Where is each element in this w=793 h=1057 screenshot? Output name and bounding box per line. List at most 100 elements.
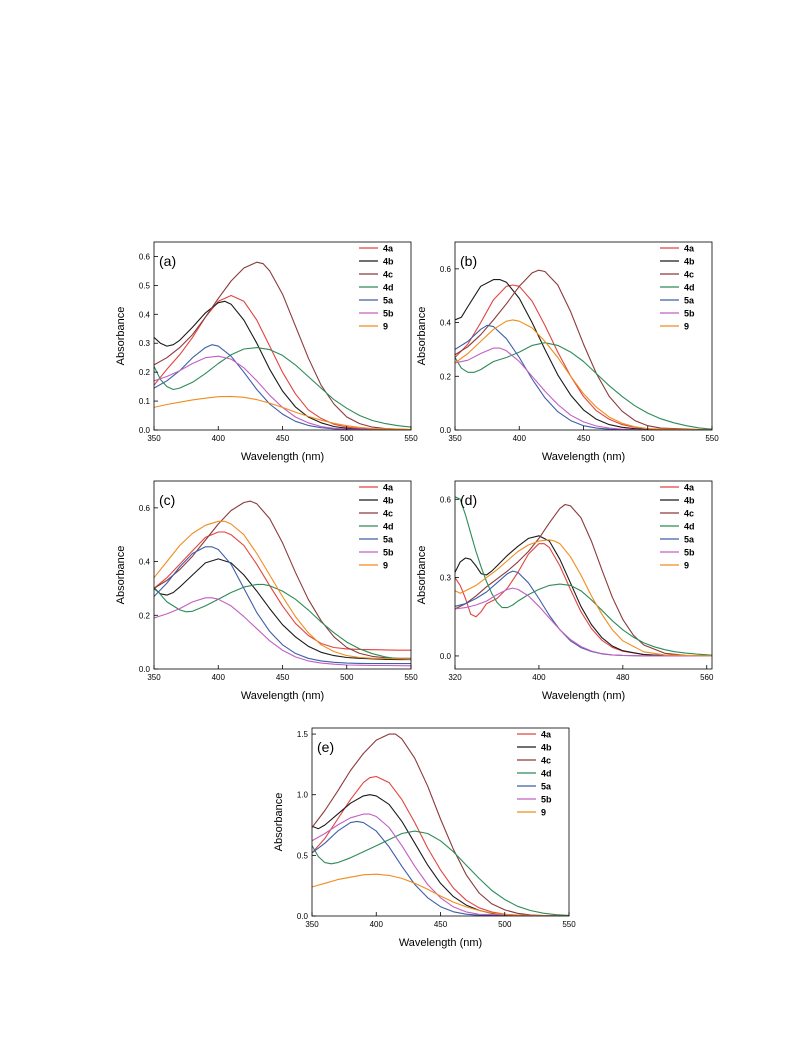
legend-label-4c: 4c bbox=[684, 509, 694, 519]
legend-label-4a: 4a bbox=[684, 483, 695, 493]
y-axis-title: Absorbance bbox=[115, 546, 127, 605]
series-line-5b bbox=[312, 813, 569, 916]
x-tick-label: 350 bbox=[305, 920, 319, 929]
series-line-5a bbox=[455, 324, 712, 430]
x-tick-label: 350 bbox=[147, 673, 161, 682]
legend-label-9: 9 bbox=[383, 322, 388, 332]
x-tick-label: 400 bbox=[212, 673, 226, 682]
x-tick-label: 550 bbox=[705, 434, 719, 443]
legend-label-4d: 4d bbox=[383, 283, 394, 293]
legend-label-4d: 4d bbox=[541, 769, 552, 779]
x-tick-label: 450 bbox=[434, 920, 448, 929]
legend-label-9: 9 bbox=[684, 322, 689, 332]
series-line-9 bbox=[154, 395, 411, 430]
series-line-5b bbox=[154, 355, 411, 430]
panel-label: (c) bbox=[159, 492, 175, 508]
legend-label-4a: 4a bbox=[383, 483, 394, 493]
y-axis-title: Absorbance bbox=[115, 307, 127, 366]
x-tick-label: 400 bbox=[532, 673, 546, 682]
series-line-4c bbox=[312, 733, 569, 916]
legend-label-4a: 4a bbox=[541, 730, 552, 740]
legend-label-4b: 4b bbox=[684, 257, 695, 267]
series-line-5b bbox=[455, 587, 712, 657]
series-line-4a bbox=[455, 543, 712, 657]
series-line-4a bbox=[154, 531, 411, 651]
chart-a-frame bbox=[153, 241, 412, 431]
series-line-9 bbox=[455, 539, 712, 657]
x-tick-label: 400 bbox=[370, 920, 384, 929]
y-tick-label: 0.0 bbox=[440, 652, 452, 661]
y-tick-label: 0.0 bbox=[139, 665, 151, 674]
legend-label-5b: 5b bbox=[684, 548, 695, 558]
x-axis-title: Wavelength (nm) bbox=[241, 451, 324, 463]
panel-label: (b) bbox=[460, 253, 477, 269]
series-line-4a bbox=[455, 284, 712, 430]
x-tick-label: 480 bbox=[616, 673, 630, 682]
panel-label: (d) bbox=[460, 492, 477, 508]
y-tick-label: 0.1 bbox=[139, 397, 151, 406]
x-axis-title: Wavelength (nm) bbox=[542, 690, 625, 702]
legend-label-4b: 4b bbox=[541, 743, 552, 753]
y-tick-label: 1.5 bbox=[297, 730, 309, 739]
x-tick-label: 400 bbox=[212, 434, 226, 443]
x-tick-label: 450 bbox=[276, 434, 290, 443]
series-line-4d bbox=[154, 583, 411, 661]
y-tick-label: 0.6 bbox=[440, 495, 452, 504]
y-tick-label: 0.4 bbox=[139, 310, 151, 319]
legend-label-4a: 4a bbox=[684, 244, 695, 254]
series-line-5a bbox=[154, 344, 411, 430]
x-tick-label: 350 bbox=[448, 434, 462, 443]
x-tick-label: 450 bbox=[276, 673, 290, 682]
chart-panel-b: 350 400 450 500 550 0.0 0.2 0.4 0.6 Wavelength (n… bbox=[413, 236, 729, 475]
legend-label-5b: 5b bbox=[383, 309, 394, 319]
legend-label-9: 9 bbox=[684, 561, 689, 571]
legend-label-5a: 5a bbox=[383, 535, 394, 545]
series-line-4c bbox=[455, 269, 712, 430]
x-axis-title: Wavelength (nm) bbox=[241, 690, 324, 702]
y-tick-label: 1.0 bbox=[297, 791, 309, 800]
chart-a-plot-area bbox=[154, 261, 411, 430]
series-line-5b bbox=[154, 597, 411, 667]
chart-d-plot-area bbox=[455, 496, 712, 657]
x-tick-label: 500 bbox=[498, 920, 512, 929]
series-line-4d bbox=[455, 496, 712, 656]
legend-label-5a: 5a bbox=[684, 296, 695, 306]
chart-panel-d: 320 400 480 560 0.0 0.3 0.6 Wavelength (nm) Abso… bbox=[413, 475, 729, 714]
legend-label-4c: 4c bbox=[541, 756, 551, 766]
y-tick-label: 0.2 bbox=[440, 372, 452, 381]
legend-label-4a: 4a bbox=[383, 244, 394, 254]
y-tick-label: 0.0 bbox=[139, 426, 151, 435]
y-tick-label: 0.0 bbox=[297, 912, 309, 921]
series-line-5a bbox=[312, 820, 569, 916]
legend-label-5a: 5a bbox=[541, 782, 552, 792]
x-tick-label: 550 bbox=[404, 673, 418, 682]
x-tick-label: 560 bbox=[700, 673, 714, 682]
series-line-4b bbox=[455, 535, 712, 657]
series-line-4a bbox=[312, 775, 569, 916]
chart-panel-e: 350 400 450 500 550 0.0 0.5 1.0 1.5 Wavelength (n… bbox=[270, 722, 586, 961]
chart-c-svg: 350 400 450 500 550 0.0 0.2 0.4 0.6 Wavelength (n… bbox=[115, 480, 418, 702]
series-line-5b bbox=[455, 347, 712, 430]
chart-e-plot-area bbox=[312, 733, 569, 916]
y-tick-label: 0.5 bbox=[139, 281, 151, 290]
x-axis-title: Wavelength (nm) bbox=[399, 937, 482, 949]
x-tick-label: 350 bbox=[147, 434, 161, 443]
legend-label-5a: 5a bbox=[684, 535, 695, 545]
y-axis-title: Absorbance bbox=[416, 546, 428, 605]
x-tick-label: 400 bbox=[513, 434, 527, 443]
x-tick-label: 450 bbox=[577, 434, 591, 443]
chart-d-frame bbox=[454, 480, 713, 670]
series-line-4d bbox=[455, 342, 712, 430]
y-tick-label: 0.2 bbox=[139, 611, 151, 620]
y-tick-label: 0.6 bbox=[139, 252, 151, 261]
x-tick-label: 550 bbox=[562, 920, 576, 929]
series-line-4c bbox=[455, 503, 712, 657]
y-tick-label: 0.5 bbox=[297, 851, 309, 860]
chart-d-svg: 320 400 480 560 0.0 0.3 0.6 Wavelength (nm) Abso… bbox=[416, 480, 714, 702]
series-line-9 bbox=[455, 319, 712, 430]
y-tick-label: 0.3 bbox=[440, 574, 452, 583]
panel-label: (a) bbox=[159, 253, 176, 269]
legend-label-4b: 4b bbox=[383, 257, 394, 267]
legend-label-4c: 4c bbox=[684, 270, 694, 280]
x-tick-label: 320 bbox=[448, 673, 462, 682]
